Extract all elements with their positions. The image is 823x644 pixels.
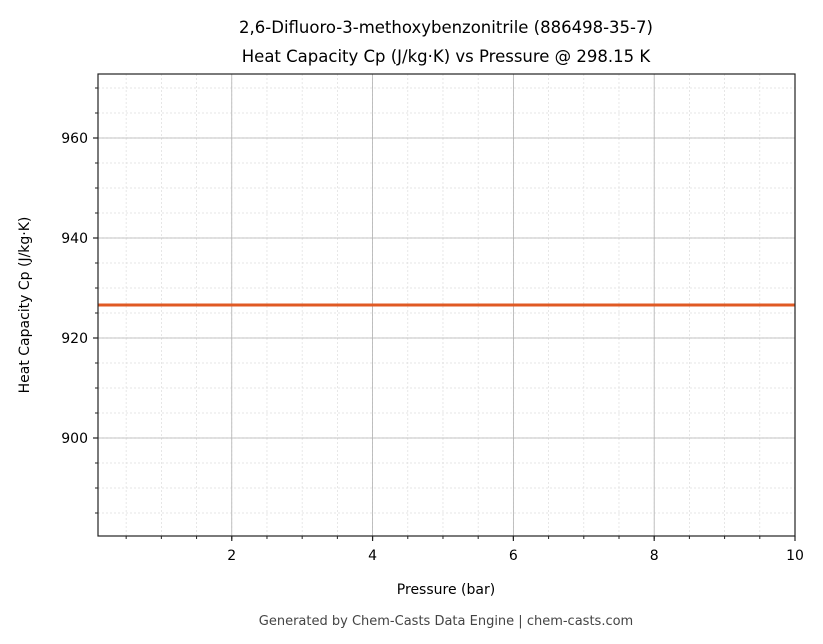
ticks: 2 4 6 8 10 900 920 940 960 <box>61 87 804 564</box>
x-tick-label: 6 <box>509 548 518 564</box>
plot-frame <box>97 73 796 537</box>
x-tick-label: 10 <box>786 548 804 564</box>
y-tick-label: 940 <box>61 231 88 247</box>
chart-subtitle: Heat Capacity Cp (J/kg·K) vs Pressure @ … <box>242 47 652 66</box>
x-tick-label: 4 <box>368 548 377 564</box>
y-axis-label: Heat Capacity Cp (J/kg·K) <box>17 217 33 394</box>
x-axis-label: Pressure (bar) <box>397 582 495 598</box>
footer-credit: Generated by Chem-Casts Data Engine | ch… <box>259 614 633 629</box>
y-tick-label: 920 <box>61 331 88 347</box>
y-tick-label: 900 <box>61 431 88 447</box>
y-tick-label: 960 <box>61 131 88 147</box>
grid <box>98 74 796 536</box>
chart-title: 2,6-Difluoro-3-methoxybenzonitrile (8864… <box>239 18 653 37</box>
x-tick-label: 8 <box>650 548 659 564</box>
x-tick-label: 2 <box>227 548 236 564</box>
